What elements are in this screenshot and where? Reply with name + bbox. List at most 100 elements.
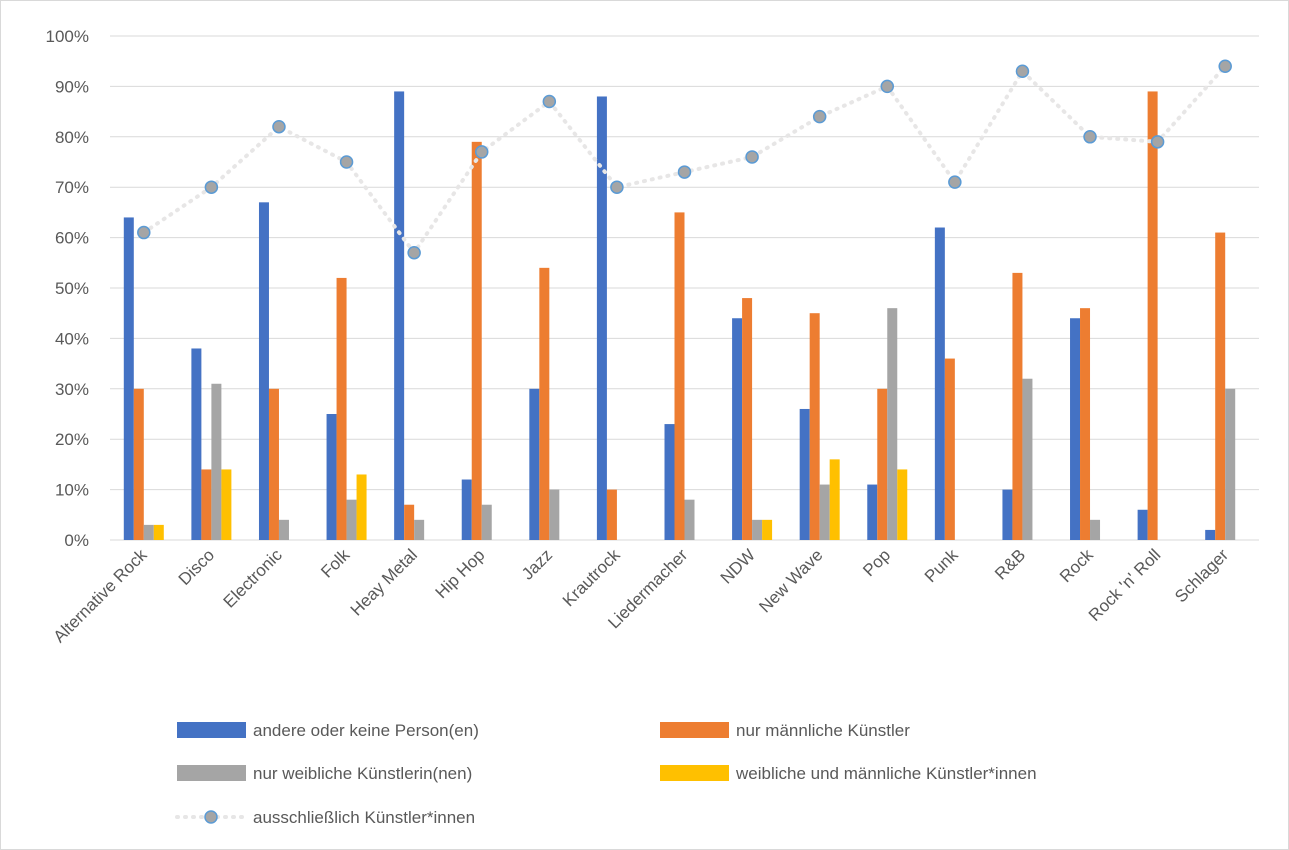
y-tick-label: 100% [46,27,89,46]
bar-3-11 [897,469,908,540]
y-tick-label: 20% [55,430,89,449]
y-tick-label: 60% [55,229,89,248]
y-tick-label: 70% [55,178,89,197]
x-tick-label: Electronic [220,545,287,612]
bar-1-10 [809,313,820,540]
bar-3-9 [762,519,773,540]
bar-1-0 [133,388,144,540]
line-marker-4 [407,245,421,260]
bar-3-3 [356,474,367,540]
bar-3-10 [829,459,840,540]
line-marker-9 [745,150,759,164]
bar-3-1 [221,469,232,540]
line-marker-2 [272,119,286,134]
line-marker-3 [339,155,354,169]
legend-label-1: nur männliche Künstler [736,721,910,740]
bar-2-13 [1022,378,1033,540]
line-marker-6 [542,94,557,109]
line-marker-10 [812,109,827,124]
line-series-path [141,64,1228,257]
bar-2-9 [752,519,763,540]
legend-label-4: ausschließlich Künstler*innen [253,808,475,827]
line-marker-8 [677,165,692,179]
bar-0-14 [1070,318,1081,540]
x-tick-label: Schlager [1171,545,1232,606]
bar-2-2 [278,519,289,540]
bar-1-5 [471,141,482,540]
bar-0-10 [799,408,810,540]
y-tick-label: 0% [64,531,89,550]
y-tick-label: 80% [55,128,89,147]
bar-1-9 [742,298,753,540]
bar-0-8 [664,424,675,540]
bar-0-4 [394,91,405,540]
line-marker-15 [1150,135,1165,149]
bar-0-1 [191,348,202,540]
bar-0-2 [258,202,269,540]
x-tick-label: New Wave [755,545,826,616]
x-tick-label: Heay Metal [347,545,421,619]
bar-2-6 [549,489,560,540]
x-tick-label: Punk [921,545,962,586]
bar-1-7 [606,489,617,540]
x-tick-label: Hip Hop [432,545,489,602]
bar-1-4 [404,504,415,540]
bar-2-10 [819,484,830,540]
y-tick-label: 40% [55,329,89,348]
legend-swatch-3 [660,765,729,781]
x-tick-label: Alternative Rock [50,545,151,646]
x-tick-label: Pop [859,545,894,580]
bar-2-3 [346,499,357,540]
bar-0-0 [123,217,134,540]
line-marker-11 [880,79,895,94]
bar-0-16 [1205,529,1216,540]
bar-2-1 [211,383,222,540]
x-tick-label: Rock [1056,545,1097,586]
bar-1-1 [201,469,212,540]
line-marker-13 [1015,64,1030,79]
bar-1-8 [674,212,685,540]
x-tick-label: Disco [175,545,218,588]
legend-swatch-2 [177,765,246,781]
bar-0-6 [529,388,540,540]
y-tick-label: 90% [55,77,89,96]
x-tick-label: Folk [317,545,353,581]
line-marker-16 [1218,59,1232,73]
bar-1-12 [944,358,955,540]
bar-2-16 [1225,388,1236,540]
legend-swatch-marker [204,810,218,824]
bar-3-0 [153,524,164,540]
bar-1-3 [336,277,347,540]
line-marker-14 [1083,130,1097,144]
line-marker-12 [948,175,962,189]
bar-0-5 [461,479,472,540]
bar-1-13 [1012,272,1023,540]
line-marker-7 [610,180,624,194]
bar-2-11 [887,308,898,540]
line-marker-5 [474,145,489,159]
bar-0-11 [867,484,878,540]
bar-2-4 [414,519,425,540]
bar-1-14 [1080,308,1091,540]
bar-0-12 [934,227,945,540]
x-tick-label: R&B [991,545,1029,583]
bar-0-15 [1137,509,1148,540]
y-tick-label: 10% [55,481,89,500]
bar-2-5 [481,504,492,540]
x-tick-label: Jazz [518,545,556,583]
y-tick-label: 30% [55,380,89,399]
bar-2-8 [684,499,695,540]
x-tick-label: Krautrock [559,545,624,610]
bar-0-9 [732,318,743,540]
x-tick-label: Rock 'n' Roll [1085,545,1164,624]
line-marker-1 [204,180,219,194]
legend-label-2: nur weibliche Künstlerin(nen) [253,764,472,783]
bar-0-3 [326,414,337,540]
bar-0-7 [596,96,607,540]
y-tick-label: 50% [55,279,89,298]
legend-swatch-1 [660,722,729,738]
bar-1-2 [268,388,279,540]
legend-label-0: andere oder keine Person(en) [253,721,479,740]
legend-label-3: weibliche und männliche Künstler*innen [735,764,1037,783]
